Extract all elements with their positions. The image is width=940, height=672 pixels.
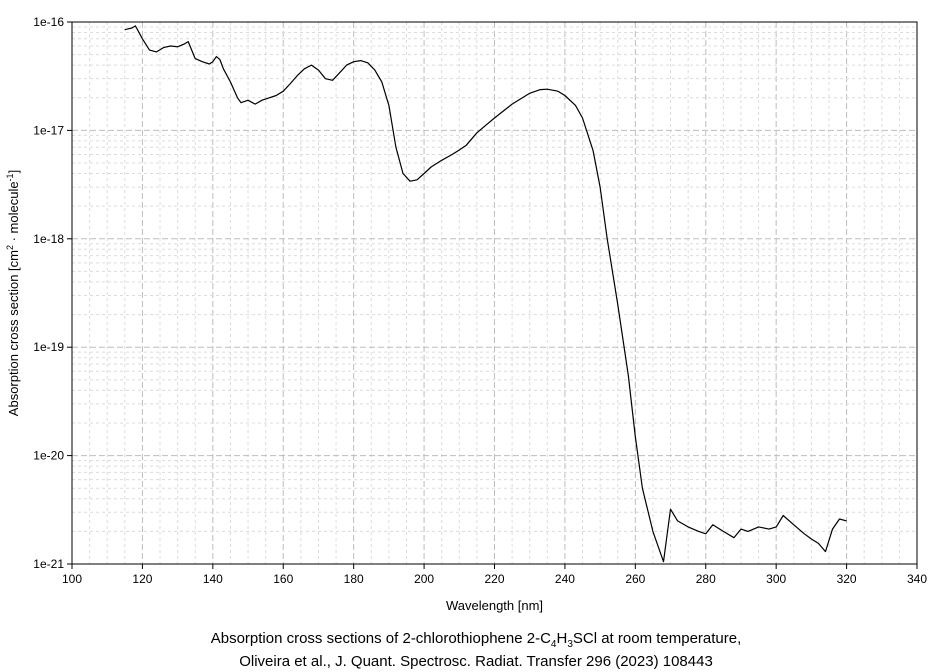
x-tick-label: 120 bbox=[132, 572, 152, 586]
plot-frame bbox=[71, 21, 918, 565]
x-tick-label: 100 bbox=[62, 572, 82, 586]
series-group bbox=[124, 25, 847, 563]
y-axis-title-superscript: -1 bbox=[5, 173, 15, 181]
x-tick-label: 220 bbox=[484, 572, 504, 586]
x-axis-title: Wavelength [nm] bbox=[446, 598, 543, 613]
y-axis-title-part: Absorption cross section [cm bbox=[6, 250, 21, 416]
caption-subscript: 4 bbox=[551, 639, 557, 650]
y-axis-title-part: · molecule bbox=[6, 181, 21, 245]
x-tick-label: 320 bbox=[837, 572, 857, 586]
x-tick-label: 160 bbox=[273, 572, 293, 586]
x-tick-label: 260 bbox=[625, 572, 645, 586]
caption-part: Absorption cross sections of 2-chlorothi… bbox=[211, 630, 551, 647]
y-axis-title: Absorption cross section [cm2 · molecule… bbox=[5, 170, 21, 416]
y-axis-title-superscript: 2 bbox=[5, 245, 15, 250]
caption-line-2: Oliveira et al., J. Quant. Spectrosc. Ra… bbox=[239, 653, 713, 670]
y-axis-title-part: ] bbox=[6, 170, 21, 174]
y-tick-label: 1e-21 bbox=[33, 557, 64, 571]
series-line bbox=[124, 25, 847, 563]
x-axis-ticks: 100 120 140 160 180 200 220 240 260 280 300 320 340 bbox=[62, 564, 927, 586]
x-tick-label: 140 bbox=[203, 572, 223, 586]
caption-subscript: 3 bbox=[567, 639, 573, 650]
caption-line-1: Absorption cross sections of 2-chlorothi… bbox=[211, 630, 742, 650]
x-tick-label: 180 bbox=[344, 572, 364, 586]
x-tick-label: 200 bbox=[414, 572, 434, 586]
caption-part: H bbox=[556, 630, 567, 647]
x-tick-label: 240 bbox=[555, 572, 575, 586]
x-tick-label: 340 bbox=[907, 572, 927, 586]
y-tick-label: 1e-16 bbox=[33, 15, 64, 29]
y-tick-label: 1e-17 bbox=[33, 123, 64, 137]
y-tick-label: 1e-19 bbox=[33, 340, 64, 354]
grid-lines bbox=[72, 21, 917, 564]
caption-part: SCl at room temperature, bbox=[573, 630, 741, 647]
y-tick-label: 1e-18 bbox=[33, 232, 64, 246]
y-axis-ticks: 1e-21 1e-20 1e-19 1e-18 1e-17 1e-16 bbox=[33, 15, 72, 571]
x-tick-label: 280 bbox=[696, 572, 716, 586]
y-tick-label: 1e-20 bbox=[33, 449, 64, 463]
x-tick-label: 300 bbox=[766, 572, 786, 586]
